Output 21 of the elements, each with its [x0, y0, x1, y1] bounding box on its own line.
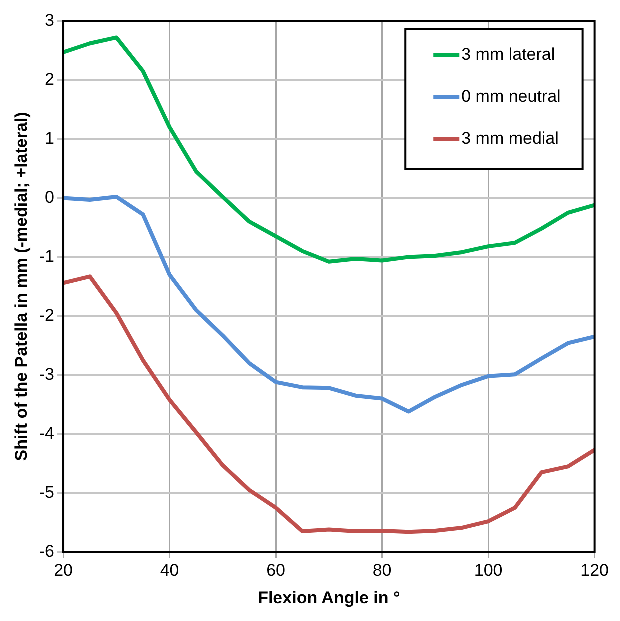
x-tick-label: 40	[160, 561, 180, 580]
legend-label: 3 mm lateral	[462, 44, 556, 64]
y-tick-label: -5	[39, 482, 55, 502]
y-tick-label: 2	[45, 70, 55, 89]
x-tick-label: 80	[372, 561, 392, 580]
y-tick-label: -4	[39, 424, 55, 443]
x-tick-label: 120	[580, 561, 610, 580]
legend-label: 3 mm medial	[462, 128, 559, 148]
y-tick-label: 1	[45, 128, 55, 148]
legend-label: 0 mm neutral	[462, 86, 561, 106]
x-tick-label: 20	[54, 561, 73, 580]
x-tick-label: 100	[474, 561, 503, 580]
y-tick-label: -1	[39, 246, 55, 266]
y-tick-label: -2	[39, 306, 55, 325]
y-tick-label: 3	[45, 10, 55, 30]
y-tick-label: 0	[45, 188, 55, 207]
y-tick-label: -3	[39, 364, 55, 384]
y-axis-title: Shift of the Patella in mm (-medial; +lateral)	[12, 112, 31, 462]
x-tick-label: 60	[266, 561, 286, 580]
x-axis-title: Flexion Angle in °	[258, 588, 400, 608]
y-tick-label: -6	[39, 542, 55, 561]
